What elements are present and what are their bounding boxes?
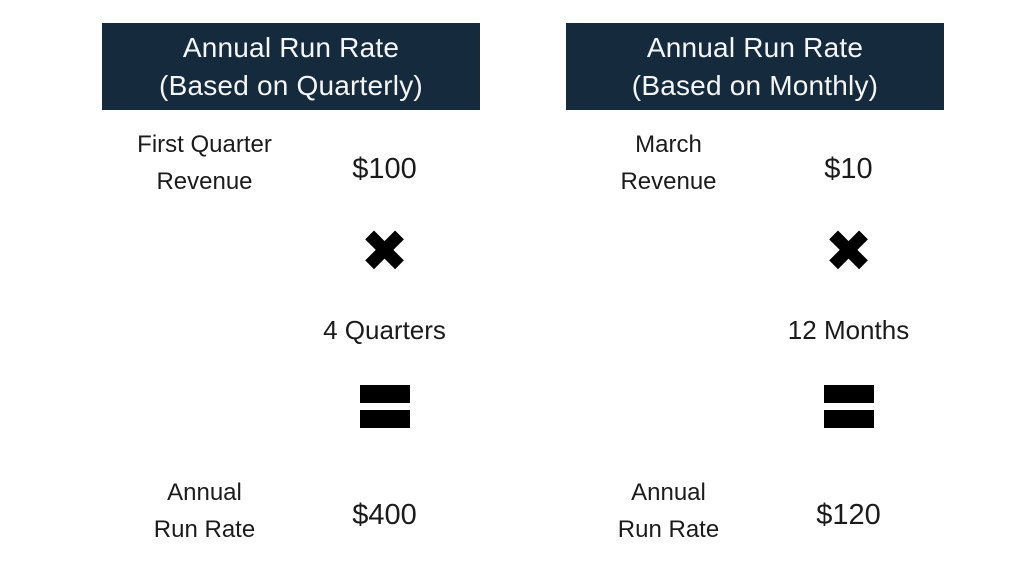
result-label-line: Run Rate [617,516,720,543]
equals-bar [823,385,874,403]
panel-header-line: Annual Run Rate [646,31,864,63]
monthly-panel: Annual Run Rate (Based on Monthly) March… [566,0,944,576]
multiply-icon: ✖ [360,219,409,284]
equals-bar [823,410,874,428]
result-label-line: Annual [167,479,242,506]
panel-header-line: (Based on Quarterly) [159,69,423,101]
panel-header-line: Annual Run Rate [182,31,400,63]
input-label: March Revenue [566,126,771,200]
equals-bar [359,385,410,403]
equals-icon [756,385,941,428]
quarterly-panel: Annual Run Rate (Based on Quarterly) Fir… [102,0,480,576]
multiply-icon: ✖ [824,219,873,284]
multiplier-label: 12 Months [787,314,910,345]
input-label-line: Revenue [156,168,253,195]
input-label-line: First Quarter [137,131,272,158]
equals-bar [359,410,410,428]
result-label-line: Run Rate [153,516,256,543]
result-label: Annual Run Rate [566,474,771,548]
quarterly-panel-header: Annual Run Rate (Based on Quarterly) [102,23,480,110]
multiplier-label: 4 Quarters [323,314,446,345]
input-label-line: Revenue [620,168,717,195]
monthly-panel-header: Annual Run Rate (Based on Monthly) [566,23,944,110]
result-value: $400 [352,498,417,531]
input-value: $100 [352,152,417,185]
input-label: First Quarter Revenue [102,126,307,200]
result-label: Annual Run Rate [102,474,307,548]
input-value: $10 [824,152,873,185]
result-value: $120 [816,498,881,531]
panel-header-line: (Based on Monthly) [631,69,879,101]
result-label-line: Annual [631,479,706,506]
equals-icon [292,385,477,428]
input-label-line: March [635,131,702,158]
